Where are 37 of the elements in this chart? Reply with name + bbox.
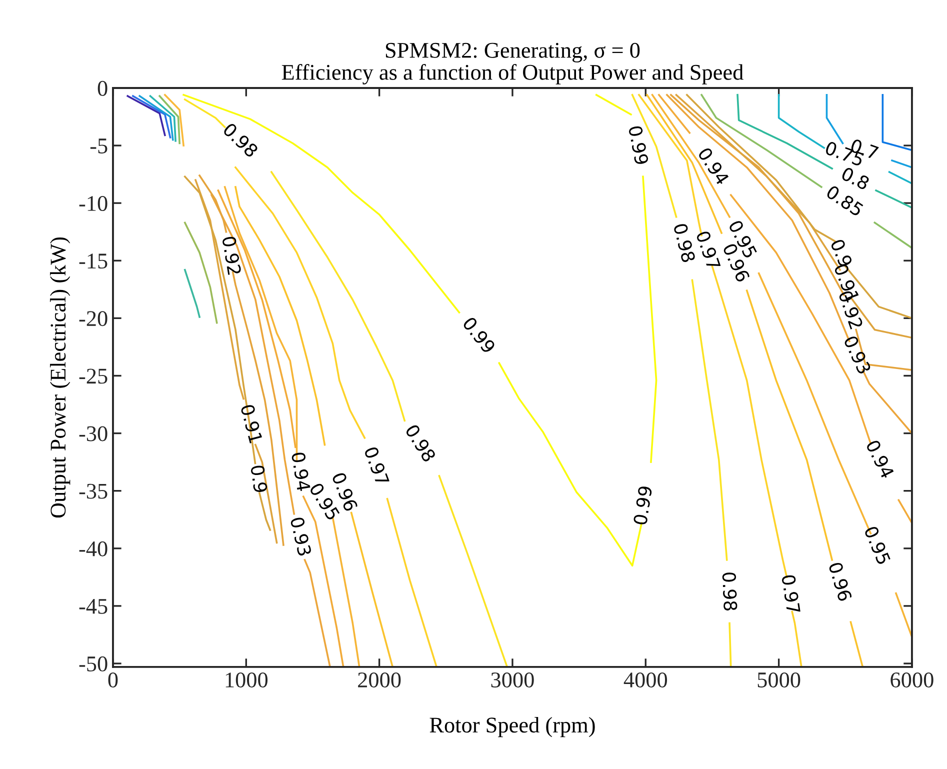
text: 0.99 <box>628 125 649 166</box>
y-tick-label: -35 <box>79 484 108 499</box>
text: 0.94 <box>866 439 895 480</box>
text: 0.98 <box>722 572 738 611</box>
text: 0.91 <box>240 404 263 444</box>
y-tick-label: -20 <box>79 311 108 326</box>
y-tick-label: -25 <box>79 368 108 384</box>
x-tick-label: 4000 <box>624 672 668 688</box>
text: 0.97 <box>781 574 800 614</box>
text: 0.99 <box>633 486 652 526</box>
chart-title: SPMSM2: Generating, σ = 0 Efficiency as a function of Output Power and Speed <box>282 42 744 84</box>
text: 0.95 <box>864 525 891 566</box>
x-tick-label: 0 <box>108 672 118 688</box>
y-tick-label: -30 <box>79 426 108 442</box>
x-tick-label: 3000 <box>491 672 534 688</box>
x-tick-label: 2000 <box>358 672 401 688</box>
text: 0.93 <box>843 334 872 375</box>
y-tick-label: -45 <box>79 599 108 614</box>
text: 0.94 <box>291 452 311 492</box>
text: 0.92 <box>222 236 242 275</box>
text: 0.97 <box>696 230 721 270</box>
text: 0.97 <box>364 446 390 486</box>
text: 0.9 <box>250 464 268 493</box>
y-tick-label: -40 <box>79 541 108 556</box>
y-tick-label: -15 <box>79 254 108 269</box>
y-tick-label: -10 <box>79 196 108 212</box>
y-tick-label: -5 <box>90 138 108 154</box>
x-tick-label: 6000 <box>890 672 934 688</box>
y-tick-label: 0 <box>98 80 108 96</box>
x-axis-title: Rotor Speed (rpm) <box>430 716 595 738</box>
x-tick-label: 1000 <box>226 672 268 688</box>
y-axis-title: Output Power (Electrical) (kW) <box>50 237 70 518</box>
y-tick-label: -50 <box>79 656 108 672</box>
text: 0.96 <box>828 562 852 602</box>
text: 0.98 <box>673 222 696 263</box>
x-tick-label: 5000 <box>758 672 800 688</box>
text: 0.93 <box>290 516 312 556</box>
